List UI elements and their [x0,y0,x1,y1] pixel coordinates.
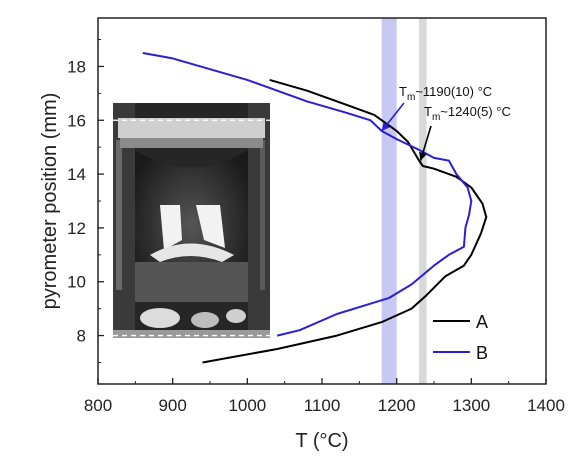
melting-bands [381,18,427,384]
y-tick-label-14: 14 [67,165,86,184]
x-tick-label-900: 900 [158,396,186,415]
y-axis: 8 10 12 14 16 18 [67,39,104,363]
melting-band-1 [381,18,397,384]
y-tick-label-12: 12 [67,219,86,238]
y-tick-label-8: 8 [77,327,86,346]
series-group [142,52,488,364]
x-axis-label: T (°C) [295,430,348,452]
x-tick-label-1000: 1000 [228,396,266,415]
x-tick-label-1200: 1200 [378,396,416,415]
x-tick-label-1400: 1400 [527,396,565,415]
x-tick-label-800: 800 [84,396,112,415]
y-tick-label-10: 10 [67,273,86,292]
annotation-tm-2: Tm~1240(5) °C [424,104,511,123]
annotations: Tm~1190(10) °CTm~1240(5) °C [381,84,511,161]
x-tick-label-1100: 1100 [304,396,341,415]
series-line-A [202,78,488,364]
inset-dashed-lines [113,119,270,337]
annotation-arrow-1 [381,102,405,132]
legend: AB [433,312,488,363]
legend-label-A: A [476,312,488,332]
x-tick-label-1300: 1300 [452,396,490,415]
inset-image [113,103,270,338]
annotation-tm-1: Tm~1190(10) °C [399,84,492,103]
x-axis: 800 900 1000 1100 1200 1300 1400 [84,378,565,415]
y-tick-label-16: 16 [67,111,86,130]
melting-band-2 [419,18,427,384]
annotation-arrow-2 [419,125,432,161]
legend-label-B: B [476,343,488,363]
series-line-B [142,52,473,337]
y-axis-label: pyrometer position (mm) [39,93,61,310]
y-tick-label-18: 18 [67,57,86,76]
